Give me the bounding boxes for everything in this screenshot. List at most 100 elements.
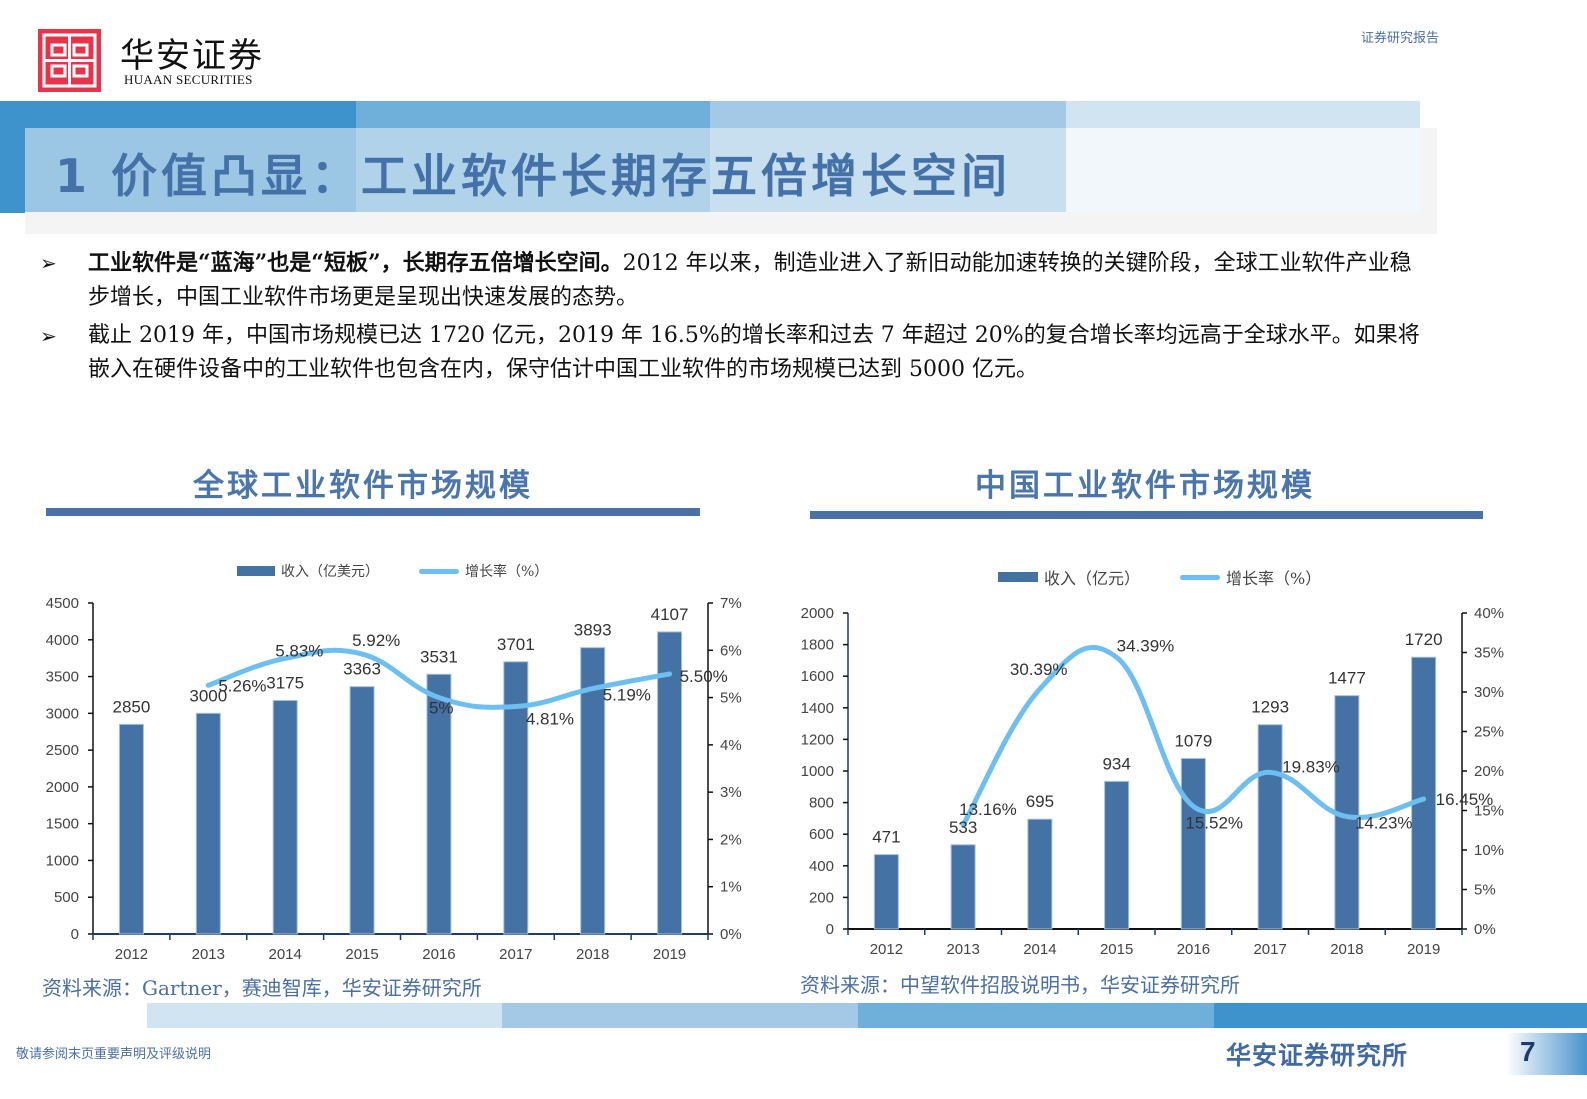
chart-global: 0 500 1000 1500 2000 2500 3000 3500 4000 4500 0% 1%… <box>46 595 742 963</box>
y-right-tick-label: 6% <box>720 642 742 659</box>
bar <box>1104 780 1130 930</box>
y-right-tick-label: 3% <box>720 784 742 801</box>
footer-institute: 华安证券研究所 <box>1226 1041 1409 1070</box>
chart-legend: 收入（亿美元） 增长率（%） <box>237 561 548 581</box>
y-left-tick-label: 1800 <box>801 637 834 654</box>
bar-value-label: 533 <box>949 818 977 837</box>
line-value-label: 34.39% <box>1117 636 1175 655</box>
bar-value-label: 471 <box>872 828 900 847</box>
y-right-tick-label: 20% <box>1474 763 1504 780</box>
bar-value-label: 3531 <box>420 647 458 666</box>
chart-title-underline <box>46 508 700 516</box>
y-right-tick-label: 40% <box>1474 605 1504 622</box>
x-tick-label: 2015 <box>1100 941 1133 958</box>
line-value-label: 4.81% <box>526 710 574 729</box>
line-value-label: 5.83% <box>275 641 323 660</box>
arrow-bullet-icon: ➢ <box>40 251 57 275</box>
y-right-tick-label: 35% <box>1474 645 1504 662</box>
bullet-text: 2012 年以来，制造业进入了新旧动能加速转换的关键阶段，全球工业软件产业稳步增… <box>88 251 1412 310</box>
line-value-label: 30.39% <box>1010 660 1068 679</box>
x-tick-label: 2012 <box>115 946 148 963</box>
y-right-tick-label: 0% <box>720 926 742 943</box>
x-tick-label: 2017 <box>1253 941 1286 958</box>
chart-title-global: 全球工业软件市场规模 <box>193 468 533 504</box>
page-number-badge: 7 <box>1506 1033 1587 1075</box>
disclaimer-note: 敬请参阅末页重要声明及评级说明 <box>16 1047 212 1062</box>
line-value-label: 19.83% <box>1282 757 1340 776</box>
arrow-bullet-icon: ➢ <box>40 324 57 348</box>
bar-value-label: 1720 <box>1405 630 1443 649</box>
page-title: 1 价值凸显：工业软件长期存五倍增长空间 <box>55 149 1012 203</box>
legend-label-growth: 增长率（%） <box>465 564 549 580</box>
bar-value-label: 3893 <box>574 621 612 640</box>
y-left-tick-label: 2000 <box>801 605 834 622</box>
bar <box>349 686 375 935</box>
bullet-text: 截止 2019 年，中国市场规模已达 1720 亿元，2019 年 16.5%的… <box>88 323 1420 382</box>
bar-value-label: 3363 <box>343 660 381 679</box>
brand-logo-icon <box>38 29 101 92</box>
chart-china: 0 200 400 600 800 1000 1200 1400 1600 1800 2000 0% 5… <box>801 605 1504 958</box>
bar <box>873 854 899 930</box>
x-tick-label: 2018 <box>1330 941 1363 958</box>
chart-legend: 收入（亿元） 增长率（%） <box>998 565 1321 589</box>
bullet-item: ➢ 截止 2019 年，中国市场规模已达 1720 亿元，2019 年 16.5… <box>40 319 1430 387</box>
bar-value-label: 2850 <box>113 697 151 716</box>
legend-line-swatch-icon <box>419 568 459 574</box>
y-right-tick-label: 10% <box>1474 842 1504 859</box>
line-value-label: 15.52% <box>1185 813 1243 832</box>
report-type-label: 证券研究报告 <box>1360 31 1439 46</box>
line-value-label: 5.92% <box>352 631 400 650</box>
x-tick-label: 2018 <box>576 946 609 963</box>
y-left-tick-label: 4000 <box>46 632 79 649</box>
bar <box>1027 818 1053 930</box>
legend-bar-swatch-icon <box>237 566 275 576</box>
x-tick-label: 2013 <box>192 946 225 963</box>
bar-value-label: 3000 <box>189 686 227 705</box>
page-number: 7 <box>1520 1036 1536 1067</box>
bar-value-label: 934 <box>1102 754 1130 773</box>
bar-value-label: 1293 <box>1251 698 1289 717</box>
y-right-tick-label: 5% <box>720 690 742 707</box>
bar <box>272 699 298 935</box>
y-left-tick-label: 2000 <box>46 779 79 796</box>
y-left-tick-label: 1000 <box>801 763 834 780</box>
footer-band-segment <box>147 1003 502 1028</box>
bar <box>657 631 683 935</box>
bar <box>195 712 221 935</box>
line-value-label: 5.19% <box>603 686 651 705</box>
title-panel <box>25 128 1420 212</box>
x-tick-label: 2015 <box>345 946 378 963</box>
brand-name-en: HUAAN SECURITIES <box>124 72 253 87</box>
legend-label-revenue: 收入（亿美元） <box>281 564 379 580</box>
y-left-tick-label: 3500 <box>46 669 79 686</box>
y-left-tick-label: 0 <box>71 926 79 943</box>
y-right-tick-label: 1% <box>720 879 742 896</box>
chart-title-china: 中国工业软件市场规模 <box>975 468 1315 504</box>
legend-label-growth: 增长率（%） <box>1226 569 1322 588</box>
bar-value-label: 1477 <box>1328 669 1366 688</box>
y-left-tick-label: 0 <box>826 921 834 938</box>
y-right-tick-label: 15% <box>1474 803 1504 820</box>
y-right-tick-label: 2% <box>720 831 742 848</box>
bar <box>118 723 144 935</box>
line-value-label: 5% <box>429 699 454 718</box>
x-tick-label: 2016 <box>422 946 455 963</box>
chart-source-china: 资料来源：中望软件招股说明书，华安证券研究所 <box>800 973 1240 997</box>
y-right-tick-label: 5% <box>1474 882 1496 899</box>
line-value-label: 14.23% <box>1355 814 1413 833</box>
y-right-tick-label: 7% <box>720 595 742 612</box>
x-tick-label: 2014 <box>269 946 302 963</box>
bar <box>503 661 529 935</box>
y-left-tick-label: 2500 <box>46 742 79 759</box>
title-shadow <box>1420 128 1437 212</box>
y-left-tick-label: 800 <box>809 795 834 812</box>
bar-value-label: 3175 <box>266 673 304 692</box>
line-value-label: 13.16% <box>959 800 1017 819</box>
y-left-tick-label: 500 <box>54 889 79 906</box>
x-tick-label: 2017 <box>499 946 532 963</box>
bar-value-label: 4107 <box>651 605 689 624</box>
line-value-label: 16.45% <box>1436 790 1494 809</box>
bar-value-label: 695 <box>1026 792 1054 811</box>
y-right-tick-label: 4% <box>720 737 742 754</box>
bullet-lead: 工业软件是“蓝海”也是“短板”，长期存五倍增长空间。 <box>88 250 623 276</box>
